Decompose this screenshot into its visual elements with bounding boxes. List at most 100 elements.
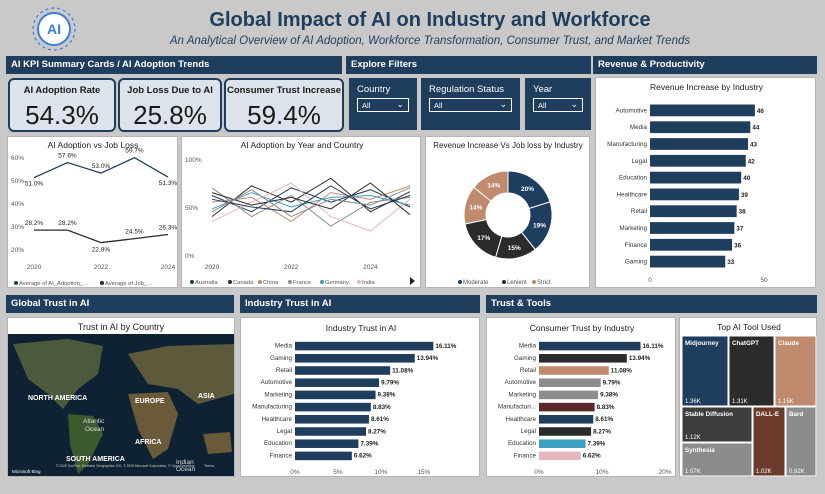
y-tick-label: 20%	[11, 247, 24, 254]
section-filters: Explore Filters	[346, 56, 591, 74]
category-label: Marketing	[264, 391, 292, 398]
tile-label: ChatGPT	[732, 340, 759, 347]
legend-label: Canada	[233, 280, 254, 286]
regulation-dropdown[interactable]: All ⌄	[429, 98, 512, 112]
bar	[650, 205, 737, 218]
series-line	[211, 177, 411, 217]
eurasia-shape	[128, 344, 234, 404]
page-title: Global Impact of AI on Industry and Work…	[209, 9, 651, 31]
dropdown-value: All	[434, 101, 443, 110]
category-label: Media	[519, 343, 537, 350]
adopt-vs-loss-chart[interactable]: AI Adoption vs Job Loss 20% 30% 40% 50% 60% 20…	[8, 137, 179, 289]
series-line	[211, 187, 411, 227]
series-line	[211, 185, 411, 213]
x-tick-label: 15%	[417, 469, 430, 476]
legend-label: Lenient	[507, 280, 527, 286]
kpi-label: Job Loss Due to AI	[127, 85, 213, 96]
country-dropdown[interactable]: All ⌄	[357, 98, 409, 112]
x-tick-label: 2022	[284, 264, 299, 271]
y-tick-label: 50%	[185, 205, 198, 212]
series-line	[211, 182, 411, 216]
legend-dot	[190, 280, 194, 284]
section-trust-tools: Trust & Tools	[486, 295, 817, 313]
category-label: Education	[508, 440, 537, 447]
world-map[interactable]: NORTH AMERICA EUROPE ASIA Atlantic Ocean…	[8, 334, 234, 476]
rev-vs-job-card: Revenue Increase Vs Job loss by Industry…	[425, 136, 590, 288]
bar	[650, 255, 726, 268]
tile-label: Claude	[778, 340, 799, 347]
category-label: Gaming	[514, 355, 537, 362]
legend-dot	[320, 280, 324, 284]
x-tick-label: 10%	[374, 469, 387, 476]
adopt-by-country-chart[interactable]: AI Adoption by Year and Country 0% 50% 100%…	[182, 137, 422, 289]
data-label: 51.0%	[25, 181, 44, 188]
slice-label: 20%	[521, 186, 534, 193]
map-copyright: © 2025 TomTom, Earthstar Geographics SIO…	[56, 464, 195, 468]
map-terms-link[interactable]: Terms	[204, 464, 214, 468]
kpi-card-adoption: AI Adoption Rate 54.3%	[8, 78, 116, 132]
bar	[539, 415, 594, 424]
treemap-tile	[681, 335, 729, 407]
x-tick-label: 2020	[205, 264, 220, 271]
kpi-value: 54.3%	[25, 100, 99, 130]
data-label: 8.61%	[595, 416, 613, 423]
category-label: Media	[630, 124, 648, 131]
industry-trust-chart[interactable]: Industry Trust in AI Media 16.11% Gaming 13.…	[241, 318, 481, 478]
data-label: 26.3%	[159, 225, 178, 232]
category-label: Automotive	[616, 107, 648, 114]
category-label: Marketing	[619, 225, 647, 232]
category-label: Manufacturi...	[498, 404, 536, 411]
tile-label: Midjourney	[685, 340, 719, 347]
bar	[539, 439, 586, 448]
data-label: 53.0%	[92, 163, 111, 170]
data-label: 9.79%	[381, 380, 399, 387]
chart-title: Revenue Increase by Industry	[650, 82, 764, 92]
data-label: 51.3%	[159, 180, 178, 187]
data-label: 11.08%	[611, 367, 632, 374]
x-tick-label: 5%	[333, 469, 343, 476]
chevron-down-icon: ⌄	[499, 99, 507, 109]
bar	[539, 390, 599, 400]
legend-dot	[288, 280, 292, 284]
data-label: 16.11%	[435, 343, 456, 350]
data-label: 39	[741, 192, 749, 199]
legend-label: India	[362, 280, 375, 286]
category-label: Retail	[276, 367, 292, 374]
data-label: 9.38%	[600, 392, 618, 399]
series-line	[211, 192, 411, 210]
x-tick-label: 0%	[534, 469, 544, 476]
kpi-value: 59.4%	[247, 100, 321, 130]
data-label: 28.2%	[58, 220, 77, 227]
consumer-trust-chart[interactable]: Consumer Trust by Industry Media 16.11% Gam…	[487, 318, 677, 478]
category-label: Marketing	[508, 391, 536, 398]
legend-dot	[458, 280, 462, 284]
data-label: 44	[752, 125, 760, 132]
rev-vs-job-chart[interactable]: Revenue Increase Vs Job loss by Industry…	[426, 137, 591, 289]
map-label: Indian	[176, 459, 194, 466]
bar	[295, 451, 352, 461]
legend-label: Germany	[325, 280, 349, 286]
tile-value: 1.31K	[732, 399, 748, 405]
chevron-down-icon: ⌄	[570, 99, 578, 109]
top-tools-treemap[interactable]: Top AI Tool Used Midjourney 1.36K ChatGPT 1.…	[680, 318, 818, 478]
series-line	[211, 187, 411, 218]
category-label: Media	[275, 343, 293, 350]
chart-title: Industry Trust in AI	[326, 323, 396, 333]
tile-value: 1.36K	[685, 399, 701, 405]
revenue-chart[interactable]: Revenue Increase by Industry Automotive 46…	[596, 78, 817, 289]
section-industry-trust: Industry Trust in AI	[240, 295, 480, 313]
data-label: 8.83%	[597, 404, 615, 411]
x-tick-label: 0	[648, 277, 652, 284]
tile-label: Stable Diffusion	[685, 411, 733, 418]
year-dropdown[interactable]: All ⌄	[533, 98, 583, 112]
x-tick-label: 2020	[27, 264, 42, 271]
page-subtitle: An Analytical Overview of AI Adoption, W…	[169, 35, 691, 47]
bar	[295, 402, 371, 412]
map-title: Trust in AI by Country	[77, 322, 165, 332]
data-label: 8.61%	[371, 416, 389, 423]
y-tick-label: 30%	[11, 224, 24, 231]
category-label: Retail	[520, 367, 536, 374]
filter-year: Year All ⌄	[525, 78, 591, 130]
category-label: Finance	[625, 242, 648, 249]
category-label: Gaming	[270, 355, 293, 362]
